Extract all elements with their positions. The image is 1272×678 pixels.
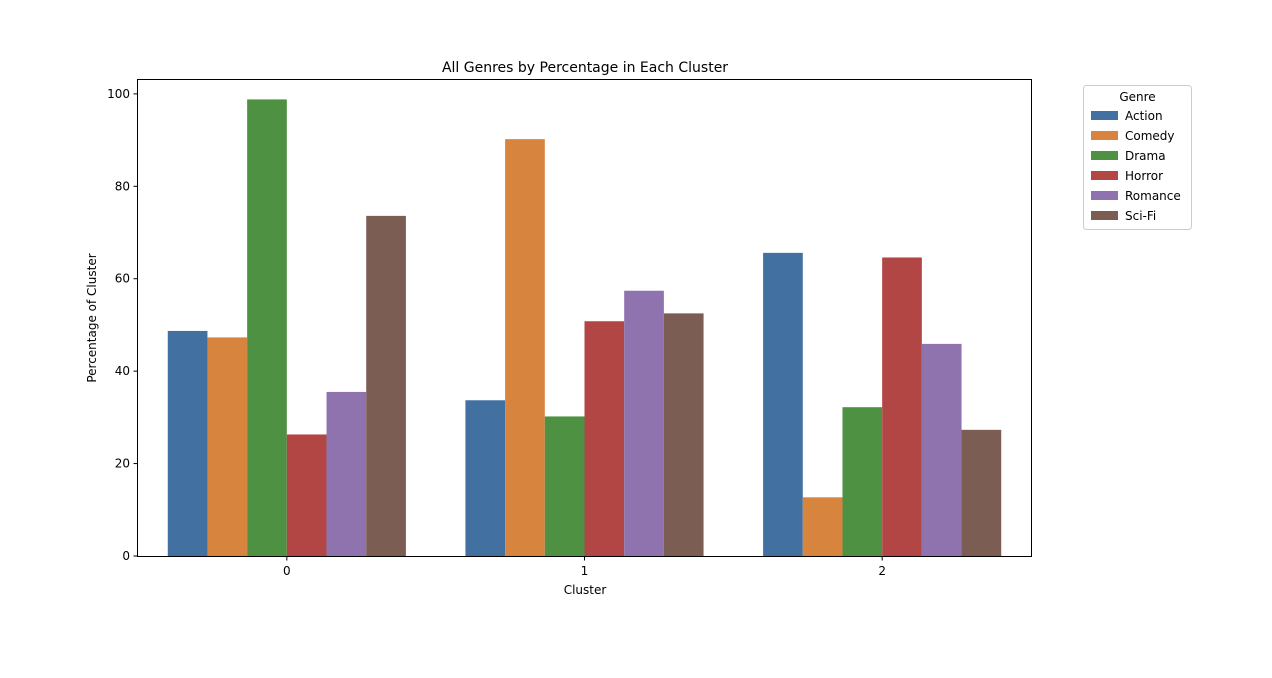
legend-swatch xyxy=(1091,151,1118,160)
bar-drama-cluster-1 xyxy=(544,416,585,556)
bar-sci-fi-cluster-1 xyxy=(663,313,704,556)
legend-label: Sci-Fi xyxy=(1125,209,1156,223)
y-tick-label: 0 xyxy=(122,549,130,563)
bar-action-cluster-1 xyxy=(465,400,506,556)
x-tick-label: 0 xyxy=(283,564,291,578)
x-axis-label: Cluster xyxy=(564,583,607,597)
bar-romance-cluster-1 xyxy=(624,290,664,556)
bar-sci-fi-cluster-2 xyxy=(961,429,1002,556)
y-axis-label: Percentage of Cluster xyxy=(85,253,99,382)
bar-romance-cluster-0 xyxy=(326,391,367,556)
bar-comedy-cluster-1 xyxy=(505,139,545,557)
y-tick-label: 100 xyxy=(107,87,130,101)
legend-label: Horror xyxy=(1125,169,1163,183)
legend-swatch xyxy=(1091,171,1118,180)
legend-swatch xyxy=(1091,111,1118,120)
x-tick-label: 1 xyxy=(581,564,589,578)
legend-label: Romance xyxy=(1125,189,1181,203)
bar-horror-cluster-0 xyxy=(286,434,327,556)
y-tick-label: 80 xyxy=(115,179,130,193)
bars-group xyxy=(167,99,1002,557)
legend: Genre Action Comedy Drama Horror Romance Sci-F… xyxy=(1083,85,1192,230)
bar-drama-cluster-0 xyxy=(247,99,287,557)
legend-swatch xyxy=(1091,191,1118,200)
legend-swatch xyxy=(1091,131,1118,140)
bar-sci-fi-cluster-0 xyxy=(366,215,406,556)
legend-label: Comedy xyxy=(1125,129,1175,143)
y-tick-label: 20 xyxy=(115,457,130,471)
legend-swatch xyxy=(1091,211,1118,220)
legend-title: Genre xyxy=(1119,90,1155,104)
bar-action-cluster-2 xyxy=(763,252,803,556)
x-axis: 0 1 2 xyxy=(283,556,886,578)
bar-horror-cluster-1 xyxy=(584,321,625,556)
bar-action-cluster-0 xyxy=(167,330,208,556)
legend-label: Drama xyxy=(1125,149,1166,163)
bar-horror-cluster-2 xyxy=(882,257,922,556)
bar-romance-cluster-2 xyxy=(921,343,962,556)
bar-comedy-cluster-2 xyxy=(802,497,843,556)
legend-label: Action xyxy=(1125,109,1163,123)
y-tick-label: 60 xyxy=(115,272,130,286)
y-axis: 0 20 40 60 80 100 xyxy=(107,87,138,563)
bar-drama-cluster-2 xyxy=(842,407,883,556)
x-tick-label: 2 xyxy=(878,564,886,578)
bar-comedy-cluster-0 xyxy=(207,337,248,556)
y-tick-label: 40 xyxy=(115,364,130,378)
chart-title: All Genres by Percentage in Each Cluster xyxy=(442,60,728,76)
